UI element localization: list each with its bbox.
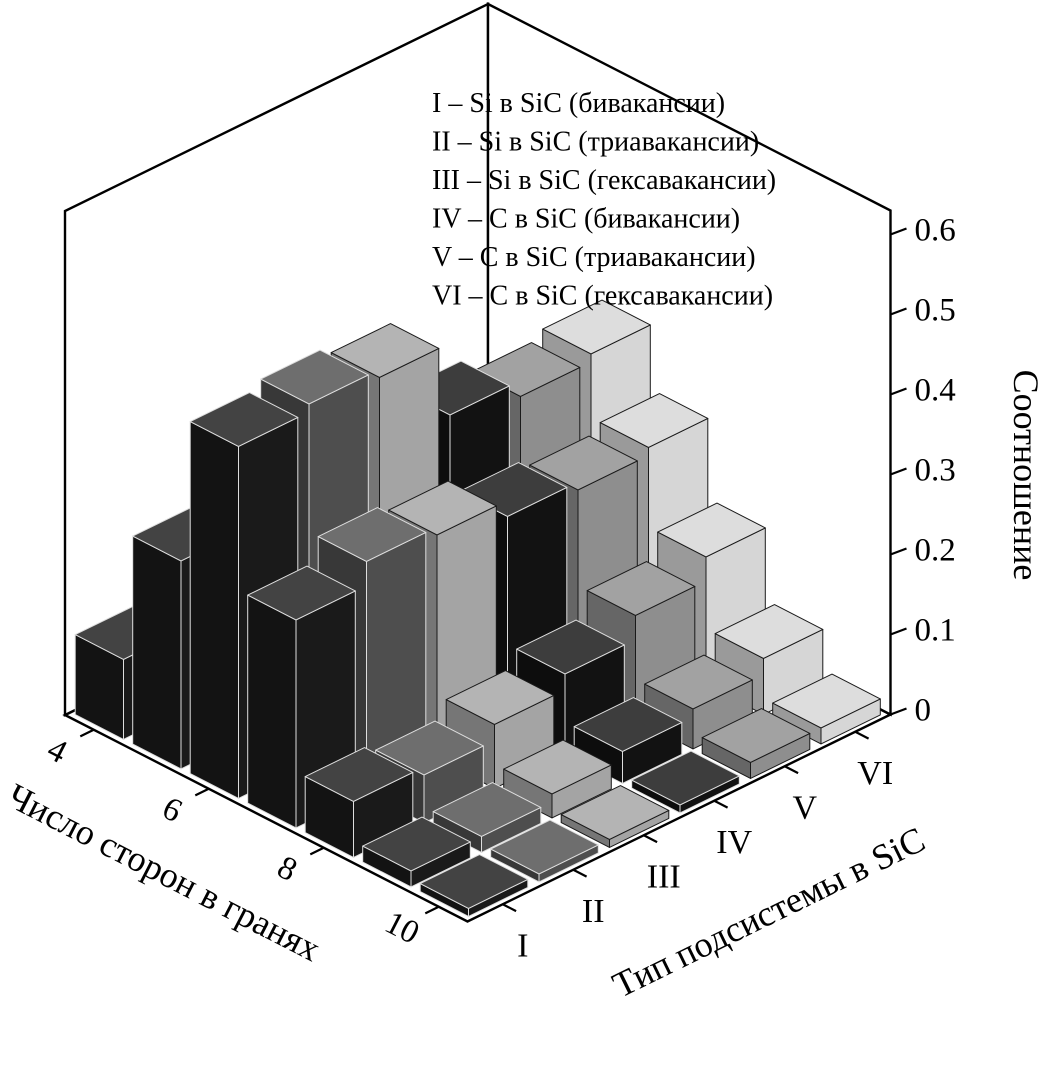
bar-face-top [503,739,612,795]
value-axis-tick [890,547,907,556]
value-axis-tick [890,707,907,716]
bar-face-top [701,708,811,763]
bar-face-top [388,480,497,536]
bar-face-top [304,747,414,802]
depth-axis-tick-label: 4 [41,731,72,771]
category-axis-tick [854,730,870,740]
legend-item: II – Si в SiC (триавакансии) [432,127,759,158]
value-axis-tick-label: 0.4 [915,373,956,409]
bar-face-top [586,561,696,616]
depth-axis-tick-label: 10 [379,905,425,952]
value-axis-tick-label: 0.5 [915,293,956,329]
bar-V-sides-10 [701,708,811,779]
bar-face-top [247,565,356,621]
value-axis-tick-label: 0.1 [915,613,956,649]
category-axis-tick-label: VI [857,755,893,792]
value-axis-tick-label: 0 [915,693,932,729]
category-axis-tick [572,868,588,878]
bar-II-sides-10 [490,819,599,883]
category-axis-tick [502,903,517,913]
bar-face-top [529,435,638,491]
legend: I – Si в SiC (бивакансии) II – Si в SiC (… [432,88,776,312]
value-axis-tick [890,467,907,476]
bar-face-top [772,673,881,729]
bar-face-top [599,393,709,448]
bar-face-top [490,819,599,875]
depth-axis-tick [79,728,95,738]
bar-face-top [445,670,555,725]
value-axis-tick [890,387,907,396]
depth-axis-tick [424,905,440,915]
category-axis-tick [643,834,658,844]
category-axis-title: Тип подсистемы в SiC [606,819,931,1005]
depth-axis-tick [194,787,210,797]
category-axis-tick-label: I [517,927,528,964]
legend-item: V – C в SiC (триавакансии) [432,242,756,273]
bar-III-sides-10 [560,785,670,848]
depth-axis-tick-label: 8 [271,849,302,889]
bar-I-sides-9 [362,816,471,888]
bar-face-top [542,299,651,355]
bar-face-top [419,854,529,909]
bar-face-left [247,594,297,829]
bar-face-top [714,604,824,659]
category-axis-tick-label: IV [716,824,752,861]
legend-item: IV – C в SiC (бивакансии) [432,204,740,235]
bar-face-top [644,654,753,710]
value-axis-title: Соотношение [1006,370,1046,581]
bar-face-top [317,507,427,562]
bar-face-top [657,502,766,558]
bar-I-sides-10 [419,854,529,917]
depth-axis-tick-label: 6 [156,790,187,830]
category-axis-tick-label: V [792,789,817,826]
bar-face-top [189,392,299,447]
bar-IV-sides-10 [631,750,740,814]
bar-II-sides-9 [432,782,542,853]
bar-face-top [362,816,471,872]
depth-axis-tick [309,846,325,856]
bar-face-top [516,619,625,675]
bar-face-top [432,782,542,837]
category-axis-tick [784,765,799,775]
value-axis-tick [890,307,907,316]
bar-face-left [132,535,182,770]
legend-item: VI – C в SiC (гексавакансии) [432,281,773,312]
bar-III-sides-9 [503,739,612,819]
value-axis-tick [890,227,907,236]
bar-face-top [260,349,369,405]
category-axis-tick [713,799,729,809]
bar-face-top [375,720,484,776]
value-axis-tick-label: 0.3 [915,453,956,489]
category-axis-tick-label: II [582,893,605,930]
bar-face-top [573,697,683,752]
bar-face-left [189,421,239,799]
value-axis-tick [890,627,907,636]
value-axis-tick-label: 0.2 [915,533,956,569]
bar-face-top [330,323,440,378]
legend-item: I – Si в SiC (бивакансии) [432,88,725,119]
legend-item: III – Si в SiC (гексавакансии) [432,165,776,196]
bar-face-top [631,750,740,806]
value-axis-tick-label: 0.6 [915,213,956,249]
bar-face-top [560,785,670,840]
category-axis-tick-label: III [647,858,681,895]
